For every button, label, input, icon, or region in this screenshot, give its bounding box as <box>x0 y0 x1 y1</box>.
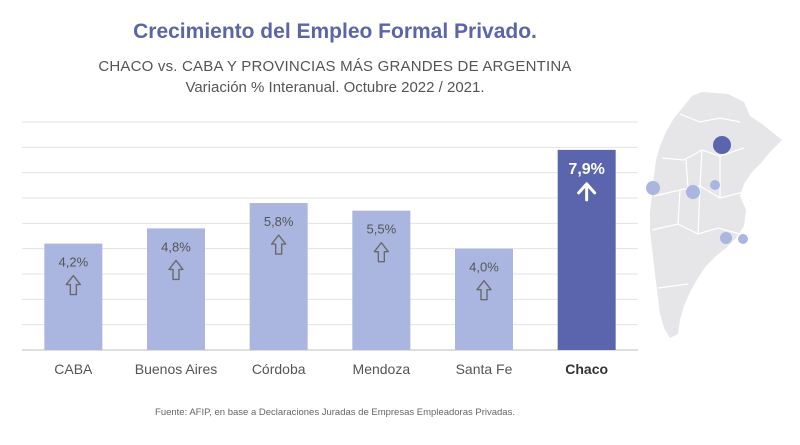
x-tick-label: Santa Fe <box>456 361 513 377</box>
data-label: 4,2% <box>59 255 89 270</box>
map-marker-buenos-aires <box>720 232 732 244</box>
data-label: 4,0% <box>469 260 499 275</box>
data-label: 4,8% <box>161 239 191 254</box>
x-tick-label: CABA <box>54 361 93 377</box>
map-marker-caba <box>738 234 748 244</box>
map-marker-chaco <box>713 136 731 154</box>
bar <box>249 203 308 350</box>
data-label: 7,9% <box>568 161 604 178</box>
map-marker-santa-fe <box>710 180 720 190</box>
chart-title: Crecimiento del Empleo Formal Privado. <box>133 20 537 43</box>
data-label: 5,8% <box>264 214 294 229</box>
map-marker-mendoza <box>646 181 660 195</box>
map-marker-cordoba <box>686 185 700 199</box>
bar <box>147 228 205 350</box>
up-arrow-icon <box>270 234 287 255</box>
up-arrow-icon <box>168 259 184 281</box>
source-note: Fuente: AFIP, en base a Declaraciones Ju… <box>155 407 515 418</box>
data-label: 5,5% <box>367 222 397 237</box>
chart-subtitle-period: Variación % Interanual. Octubre 2022 / 2… <box>185 79 485 96</box>
bar <box>557 149 616 350</box>
bar-chart: 4,2% CABA 4,8% Buenos Aires 5,8% Córdoba 5,5% M… <box>22 121 638 377</box>
chart-subtitle: CHACO vs. CABA Y PROVINCIAS MÁS GRANDES … <box>98 58 572 75</box>
x-tick-label: Buenos Aires <box>135 361 218 377</box>
up-arrow-icon <box>373 241 390 263</box>
bar <box>44 243 103 350</box>
up-arrow-icon <box>577 182 597 202</box>
argentina-map-icon <box>646 92 782 338</box>
argentina-map-shape <box>650 92 782 338</box>
up-arrow-icon <box>476 279 492 301</box>
x-tick-label: Chaco <box>565 361 608 377</box>
up-arrow-icon <box>65 274 82 296</box>
x-tick-label: Córdoba <box>252 361 306 377</box>
bar <box>352 210 411 350</box>
x-tick-label: Mendoza <box>353 361 411 377</box>
